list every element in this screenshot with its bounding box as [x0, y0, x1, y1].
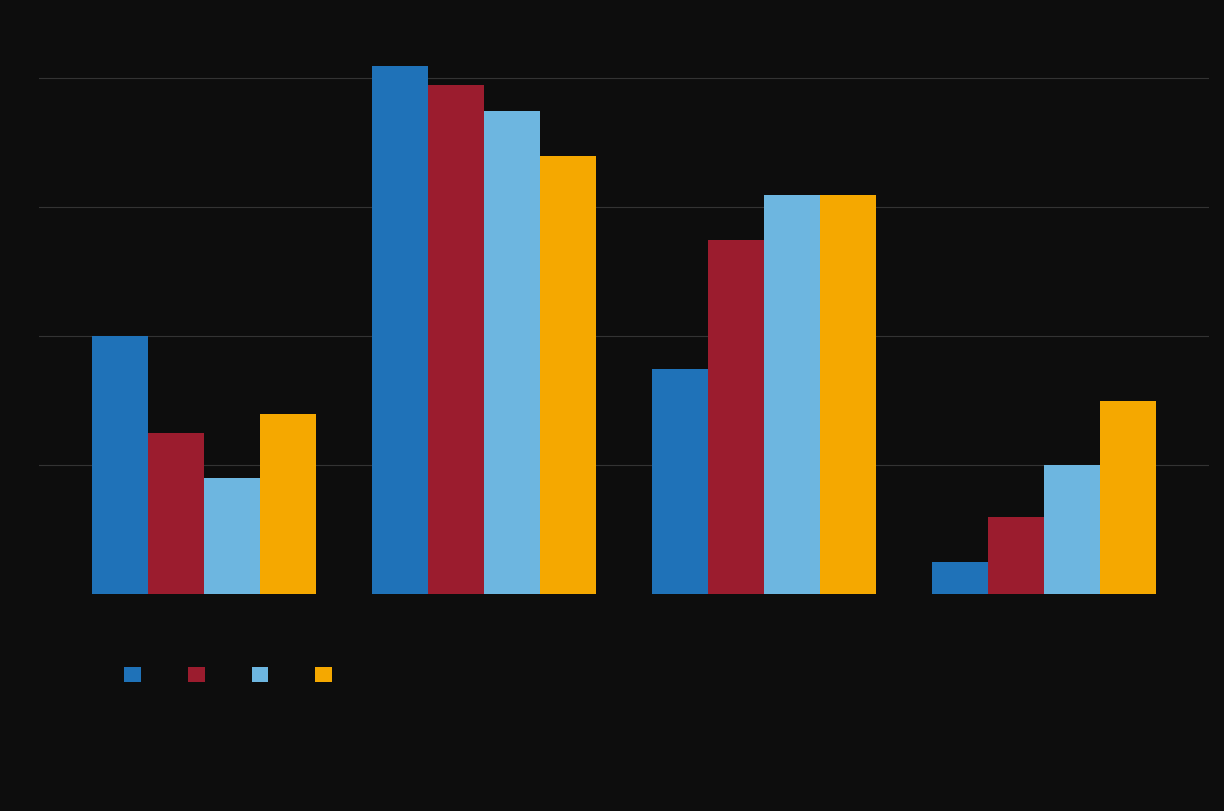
- Bar: [428, 86, 485, 594]
- Bar: [485, 112, 540, 594]
- Legend:  ,  ,  ,  : , , ,: [118, 659, 353, 691]
- Bar: [707, 240, 764, 594]
- Bar: [652, 369, 707, 594]
- Bar: [1100, 401, 1155, 594]
- Bar: [931, 562, 988, 594]
- Bar: [204, 478, 261, 594]
- Bar: [92, 337, 148, 594]
- Bar: [261, 414, 316, 594]
- Bar: [1044, 466, 1100, 594]
- Bar: [820, 195, 876, 594]
- Bar: [764, 195, 820, 594]
- Bar: [540, 157, 596, 594]
- Bar: [148, 434, 204, 594]
- Bar: [988, 517, 1044, 594]
- Bar: [372, 67, 428, 594]
